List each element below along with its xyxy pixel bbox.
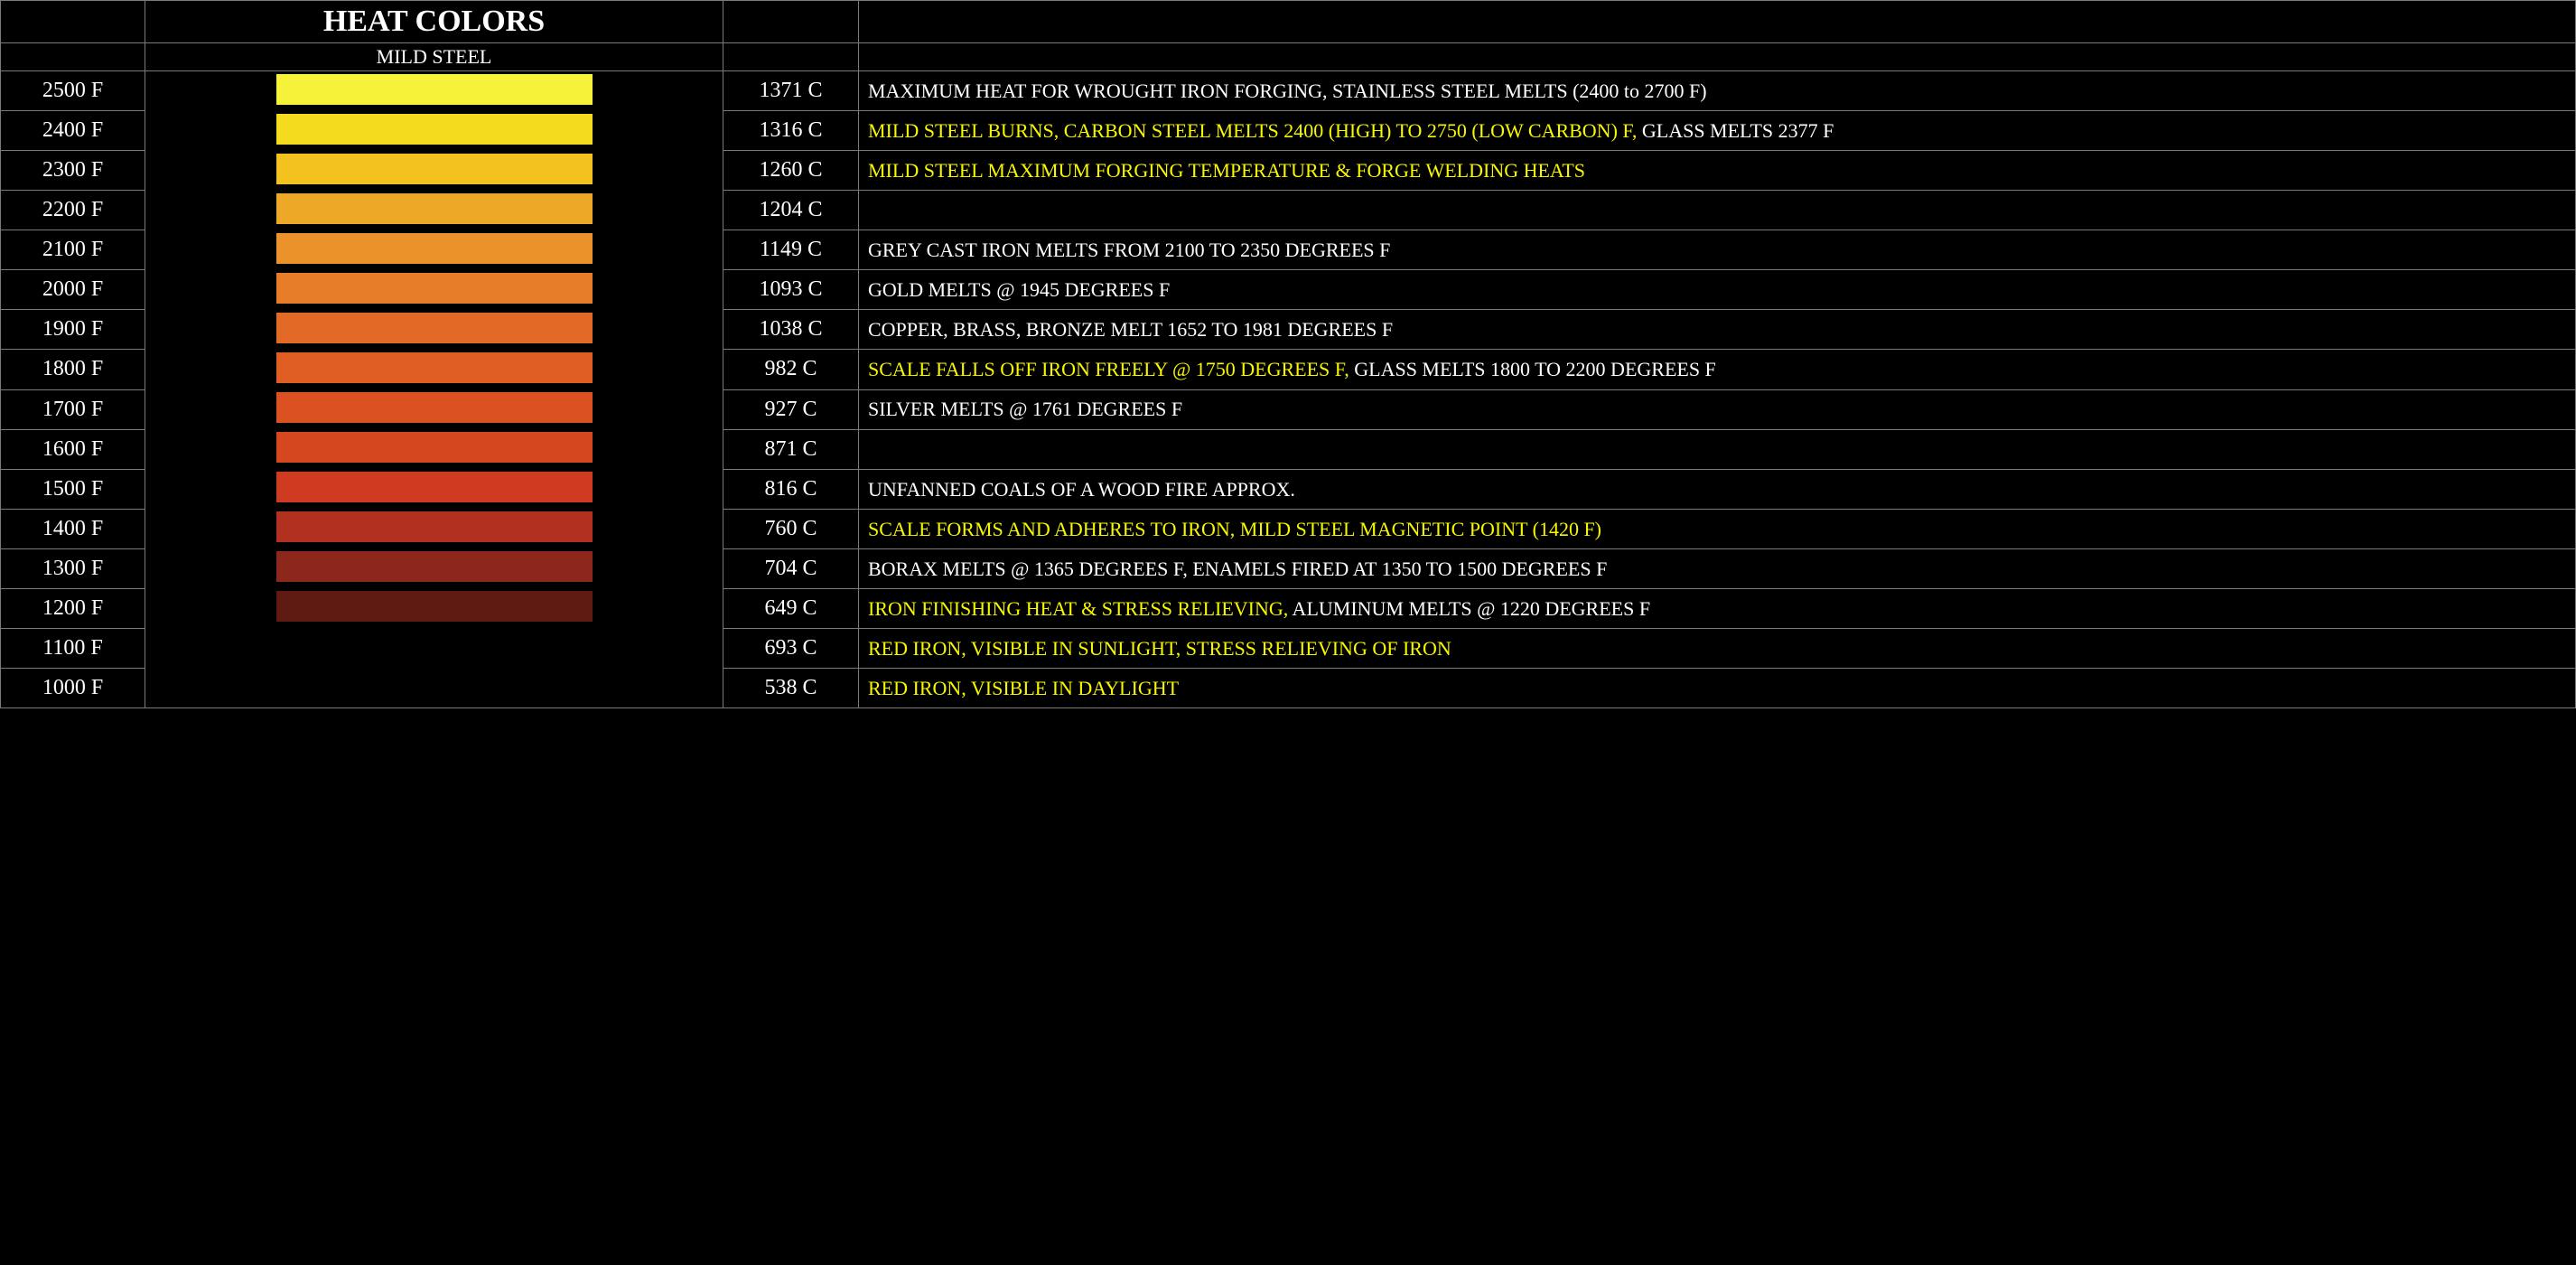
description-text: BORAX MELTS @ 1365 DEGREES F, ENAMELS FI… <box>868 558 1607 580</box>
temp-fahrenheit: 1200 F <box>1 588 145 628</box>
temp-fahrenheit: 2000 F <box>1 270 145 310</box>
description-text: MAXIMUM HEAT FOR WROUGHT IRON FORGING, S… <box>868 80 1707 102</box>
description-cell: SCALE FALLS OFF IRON FREELY @ 1750 DEGRE… <box>859 350 2576 389</box>
description-text: RED IRON, VISIBLE IN DAYLIGHT <box>868 677 1179 699</box>
color-swatch <box>276 551 593 582</box>
heat-color-table: HEAT COLORS MILD STEEL 2500 F 1371 C MAXIM… <box>0 0 2576 708</box>
temp-celsius: 1204 C <box>723 191 859 230</box>
temp-celsius: 1316 C <box>723 111 859 151</box>
temp-celsius: 1371 C <box>723 71 859 111</box>
description-cell: MAXIMUM HEAT FOR WROUGHT IRON FORGING, S… <box>859 71 2576 111</box>
description-text: GLASS MELTS 1800 TO 2200 DEGREES F <box>1349 358 1716 380</box>
description-text: SCALE FORMS AND ADHERES TO IRON, MILD ST… <box>868 518 1601 540</box>
description-text: GLASS MELTS 2377 F <box>1637 119 1834 142</box>
temp-celsius: 1260 C <box>723 151 859 191</box>
description-text: SCALE FALLS OFF IRON FREELY @ 1750 DEGRE… <box>868 358 1349 380</box>
color-swatch <box>276 74 593 105</box>
description-cell: GREY CAST IRON MELTS FROM 2100 TO 2350 D… <box>859 230 2576 270</box>
temp-fahrenheit: 2500 F <box>1 71 145 111</box>
description-cell: MILD STEEL BURNS, CARBON STEEL MELTS 240… <box>859 111 2576 151</box>
temp-celsius: 982 C <box>723 350 859 389</box>
temp-fahrenheit: 1700 F <box>1 389 145 429</box>
temp-fahrenheit: 1400 F <box>1 509 145 548</box>
color-swatch <box>276 472 593 502</box>
description-text: MILD STEEL BURNS, CARBON STEEL MELTS 240… <box>868 119 1637 142</box>
temp-celsius: 1093 C <box>723 270 859 310</box>
color-swatch <box>276 313 593 343</box>
color-swatch <box>276 114 593 145</box>
description-cell: IRON FINISHING HEAT & STRESS RELIEVING, … <box>859 588 2576 628</box>
temp-fahrenheit: 1600 F <box>1 429 145 469</box>
table-row: 2500 F 1371 C MAXIMUM HEAT FOR WROUGHT IRO… <box>1 71 2576 111</box>
description-cell: MILD STEEL MAXIMUM FORGING TEMPERATURE &… <box>859 151 2576 191</box>
description-text: GOLD MELTS @ 1945 DEGREES F <box>868 278 1170 301</box>
temp-celsius: 1038 C <box>723 310 859 350</box>
description-text: IRON FINISHING HEAT & STRESS RELIEVING, <box>868 597 1288 620</box>
description-cell <box>859 191 2576 230</box>
color-swatch <box>276 392 593 423</box>
color-swatch <box>276 193 593 224</box>
subtitle-row: MILD STEEL <box>1 43 2576 71</box>
temp-fahrenheit: 2200 F <box>1 191 145 230</box>
description-text: GREY CAST IRON MELTS FROM 2100 TO 2350 D… <box>868 239 1390 261</box>
description-text: SILVER MELTS @ 1761 DEGREES F <box>868 398 1182 420</box>
temp-celsius: 649 C <box>723 588 859 628</box>
temp-celsius: 927 C <box>723 389 859 429</box>
temp-fahrenheit: 1300 F <box>1 548 145 588</box>
description-cell: UNFANNED COALS OF A WOOD FIRE APPROX. <box>859 469 2576 509</box>
description-cell: SCALE FORMS AND ADHERES TO IRON, MILD ST… <box>859 509 2576 548</box>
description-cell <box>859 429 2576 469</box>
temp-fahrenheit: 1900 F <box>1 310 145 350</box>
description-text: UNFANNED COALS OF A WOOD FIRE APPROX. <box>868 478 1295 501</box>
color-swatch <box>276 511 593 542</box>
temp-celsius: 693 C <box>723 628 859 668</box>
page-subtitle: MILD STEEL <box>145 43 723 71</box>
color-swatch <box>276 432 593 463</box>
color-swatch <box>276 233 593 264</box>
temp-celsius: 871 C <box>723 429 859 469</box>
page-title: HEAT COLORS <box>145 1 723 43</box>
temp-fahrenheit: 2400 F <box>1 111 145 151</box>
color-swatch <box>276 273 593 304</box>
description-cell: COPPER, BRASS, BRONZE MELT 1652 TO 1981 … <box>859 310 2576 350</box>
description-text: ALUMINUM MELTS @ 1220 DEGREES F <box>1288 597 1650 620</box>
description-cell: BORAX MELTS @ 1365 DEGREES F, ENAMELS FI… <box>859 548 2576 588</box>
temp-fahrenheit: 2100 F <box>1 230 145 270</box>
temp-fahrenheit: 1000 F <box>1 668 145 707</box>
temp-celsius: 760 C <box>723 509 859 548</box>
temp-celsius: 704 C <box>723 548 859 588</box>
temp-celsius: 1149 C <box>723 230 859 270</box>
temp-fahrenheit: 2300 F <box>1 151 145 191</box>
color-swatch <box>276 591 593 622</box>
description-cell: RED IRON, VISIBLE IN DAYLIGHT <box>859 668 2576 707</box>
temp-celsius: 538 C <box>723 668 859 707</box>
temp-fahrenheit: 1800 F <box>1 350 145 389</box>
description-text: MILD STEEL MAXIMUM FORGING TEMPERATURE &… <box>868 159 1585 182</box>
description-cell: SILVER MELTS @ 1761 DEGREES F <box>859 389 2576 429</box>
description-text: RED IRON, VISIBLE IN SUNLIGHT, STRESS RE… <box>868 637 1451 660</box>
description-text: COPPER, BRASS, BRONZE MELT 1652 TO 1981 … <box>868 318 1393 341</box>
color-swatch <box>276 352 593 383</box>
color-swatch-column <box>145 71 723 708</box>
description-cell: RED IRON, VISIBLE IN SUNLIGHT, STRESS RE… <box>859 628 2576 668</box>
title-row: HEAT COLORS <box>1 1 2576 43</box>
temp-celsius: 816 C <box>723 469 859 509</box>
temp-fahrenheit: 1100 F <box>1 628 145 668</box>
description-cell: GOLD MELTS @ 1945 DEGREES F <box>859 270 2576 310</box>
temp-fahrenheit: 1500 F <box>1 469 145 509</box>
color-swatch <box>276 154 593 184</box>
